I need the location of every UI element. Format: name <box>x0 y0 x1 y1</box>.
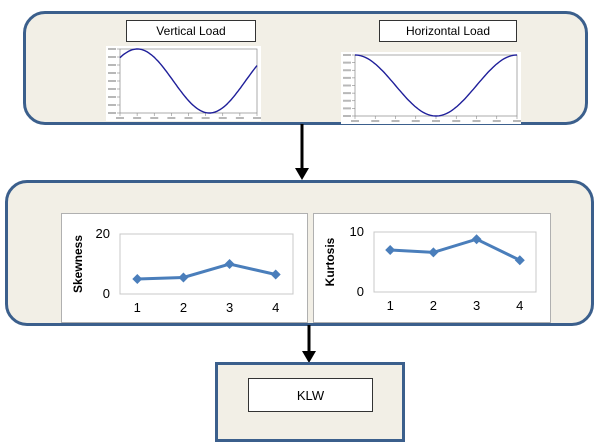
x-tick-label: 4 <box>272 300 279 315</box>
series-line <box>390 237 521 262</box>
klw-panel: KLW <box>215 362 405 442</box>
load-signals-panel: Vertical Load Horizontal Load <box>23 11 588 125</box>
y-axis-label: Kurtosis <box>323 237 337 286</box>
y-tick-label: 20 <box>96 226 110 241</box>
horizontal-load-sine <box>343 54 521 122</box>
arrow-down-icon <box>302 325 316 363</box>
y-tick-label: 0 <box>103 286 110 301</box>
x-tick-label: 3 <box>473 298 480 313</box>
arrow-down-icon <box>295 124 309 180</box>
series-line <box>137 262 277 281</box>
data-point-marker <box>428 247 439 258</box>
x-tick-label: 1 <box>134 300 141 315</box>
horizontal-load-plot <box>341 52 521 124</box>
skewness-chart: Skewness 0 20 1 2 3 4 <box>61 213 308 323</box>
data-point-marker <box>178 272 189 283</box>
x-tick-label: 2 <box>430 298 437 313</box>
y-tick-label: 10 <box>350 224 364 239</box>
x-tick-label: 2 <box>180 300 187 315</box>
data-point-marker <box>514 255 525 266</box>
y-axis-label: Skewness <box>71 235 85 293</box>
klw-label: KLW <box>248 378 373 412</box>
data-point-marker <box>224 259 235 269</box>
data-point-marker <box>385 245 396 255</box>
vertical-load-plot <box>106 46 261 121</box>
x-tick-label: 4 <box>516 298 523 313</box>
data-point-marker <box>270 269 281 280</box>
vertical-load-label: Vertical Load <box>126 20 256 42</box>
x-tick-label: 1 <box>387 298 394 313</box>
plot-area <box>119 233 294 295</box>
kurtosis-chart: Kurtosis 0 10 1 2 3 4 <box>313 213 551 323</box>
vertical-load-sine <box>108 48 261 119</box>
data-point-marker <box>471 234 482 245</box>
data-point-marker <box>132 274 143 284</box>
statistics-panel: Skewness 0 20 1 2 3 4 Kurtosis 0 10 1 2 3 4 <box>5 180 594 326</box>
x-tick-label: 3 <box>226 300 233 315</box>
y-tick-label: 0 <box>357 284 364 299</box>
plot-area <box>373 231 537 293</box>
horizontal-load-label: Horizontal Load <box>379 20 517 42</box>
